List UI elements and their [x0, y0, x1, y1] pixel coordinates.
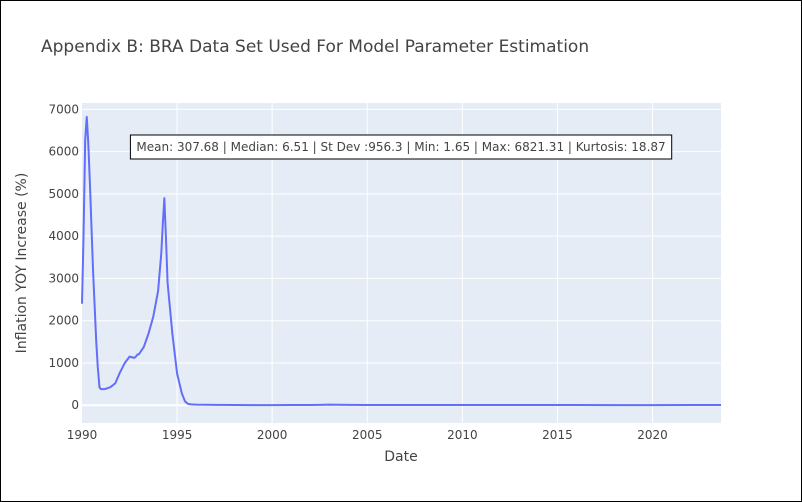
- x-tick-label: 1995: [162, 428, 193, 442]
- y-tick-label: 0: [71, 398, 79, 412]
- chart-title: Appendix B: BRA Data Set Used For Model …: [41, 37, 589, 57]
- y-tick-label: 7000: [48, 102, 79, 116]
- y-tick-label: 4000: [48, 229, 79, 243]
- y-tick-label: 6000: [48, 145, 79, 159]
- series-line-inflation: [81, 115, 722, 407]
- y-axis-title: Inflation YOY Increase (%): [14, 173, 30, 354]
- x-tick-label: 2010: [447, 428, 478, 442]
- x-tick-label: 2005: [352, 428, 383, 442]
- x-tick-label: 2000: [257, 428, 288, 442]
- y-tick-label: 2000: [48, 314, 79, 328]
- stats-annotation-box: [129, 134, 673, 160]
- x-tick-label: 2015: [542, 428, 573, 442]
- y-tick-label: 5000: [48, 187, 79, 201]
- x-tick-label: 2020: [637, 428, 668, 442]
- y-axis-ticks: 0 1000 2000 3000 4000 5000 6000 7000: [48, 102, 79, 412]
- stats-annotation-text: Mean: 307.68 | Median: 6.51 | St Dev :95…: [136, 140, 665, 154]
- stats-annotation: Mean: 307.68 | Median: 6.51 | St Dev :95…: [129, 134, 673, 160]
- x-tick-label: 1990: [67, 428, 98, 442]
- y-tick-label: 3000: [48, 271, 79, 285]
- y-tick-label: 1000: [48, 356, 79, 370]
- x-axis-ticks: 1990 1995 2000 2005 2010 2015 2020: [67, 428, 668, 442]
- x-axis-title: Date: [384, 449, 417, 465]
